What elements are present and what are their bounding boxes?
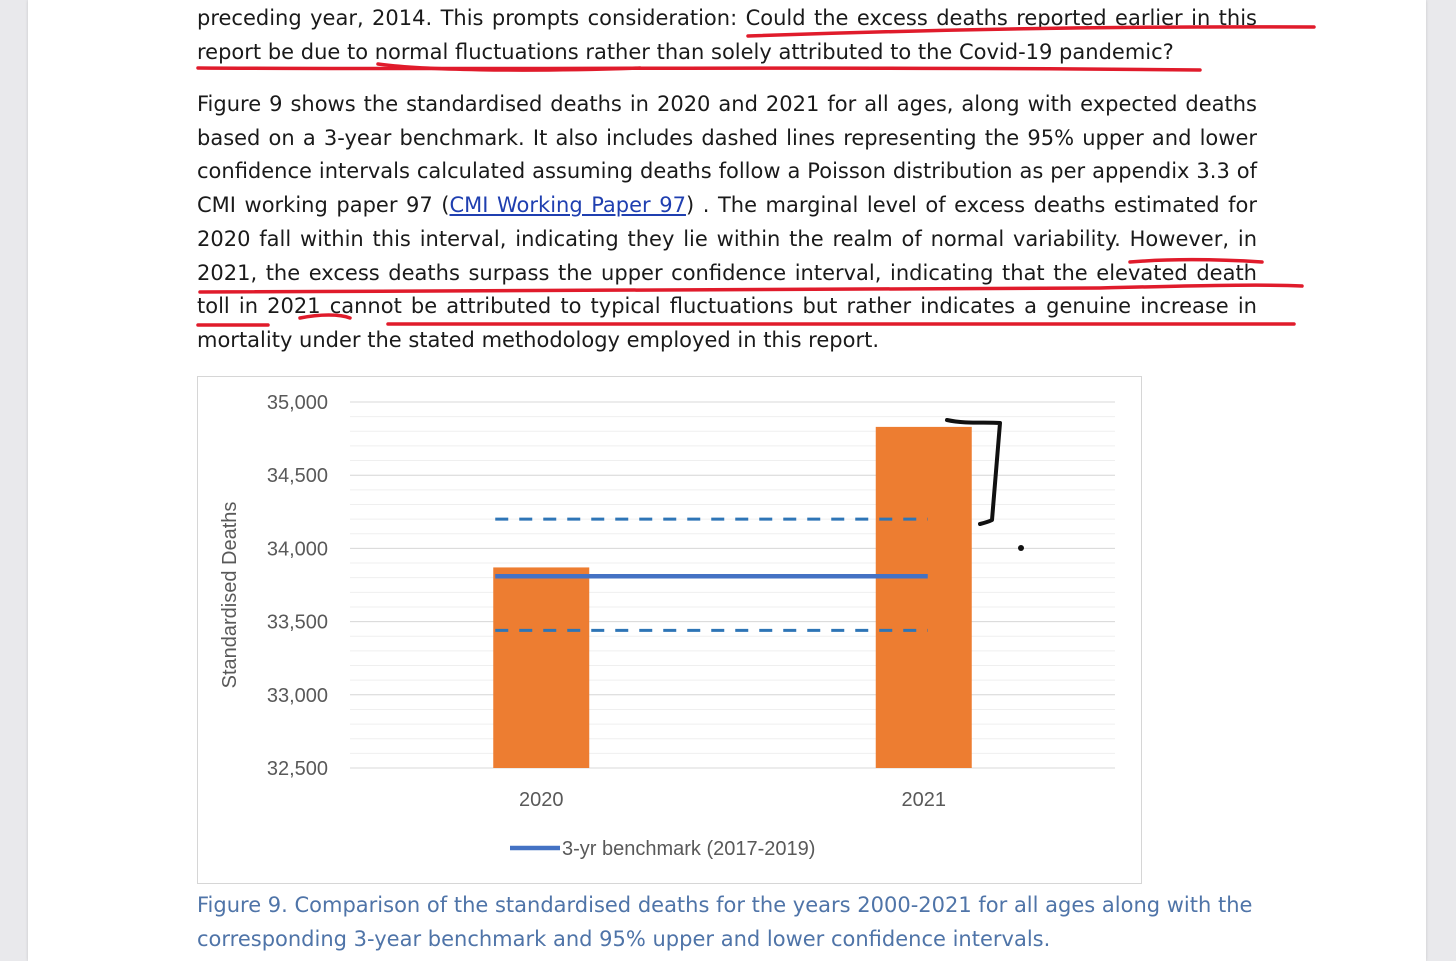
cmi-working-paper-link[interactable]: CMI Working Paper 97 bbox=[449, 193, 686, 218]
x-tick-label: 2021 bbox=[902, 789, 947, 811]
paragraph-2-text-b: ) . The marginal level of excess deaths … bbox=[197, 193, 1257, 352]
figure-9-chart: 32,500 33,000 33,500 34,000 34,500 35,000 Stan… bbox=[197, 376, 1142, 884]
paragraph-2-text-a: Figure 9 shows the standardised deaths i… bbox=[197, 92, 1257, 218]
bar-2021 bbox=[875, 426, 972, 768]
y-tick-label: 34,500 bbox=[267, 465, 328, 487]
figure-caption: Figure 9. Comparison of the standardised… bbox=[197, 893, 1253, 951]
legend-label: 3-yr benchmark (2017-2019) bbox=[562, 838, 815, 860]
bar-2020 bbox=[493, 567, 590, 768]
y-axis-title: Standardised Deaths bbox=[219, 502, 241, 689]
y-tick-label: 33,000 bbox=[267, 685, 328, 707]
paragraph-2: Figure 9 shows the standardised deaths i… bbox=[197, 88, 1257, 358]
chart-svg: 32,500 33,000 33,500 34,000 34,500 35,000 Stan… bbox=[219, 392, 1115, 860]
y-tick-label: 35,000 bbox=[267, 392, 328, 414]
y-tick-label: 32,500 bbox=[267, 758, 328, 780]
x-tick-label: 2020 bbox=[519, 789, 564, 811]
paragraph-1: preceding year, 2014. This prompts consi… bbox=[197, 6, 1257, 64]
y-tick-label: 34,000 bbox=[267, 538, 328, 560]
y-tick-label: 33,500 bbox=[267, 612, 328, 634]
